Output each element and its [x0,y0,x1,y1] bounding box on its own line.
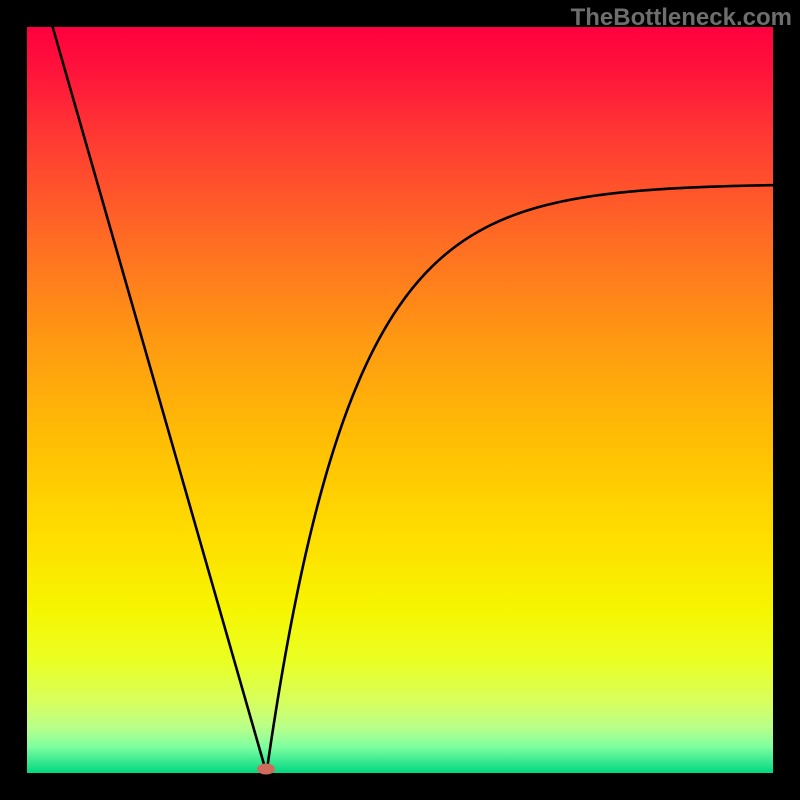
curve-path [27,27,773,771]
bottleneck-curve [27,27,773,773]
optimum-marker [257,764,275,775]
chart-container: TheBottleneck.com [0,0,800,800]
plot-area [27,27,773,773]
watermark-text: TheBottleneck.com [571,4,792,32]
